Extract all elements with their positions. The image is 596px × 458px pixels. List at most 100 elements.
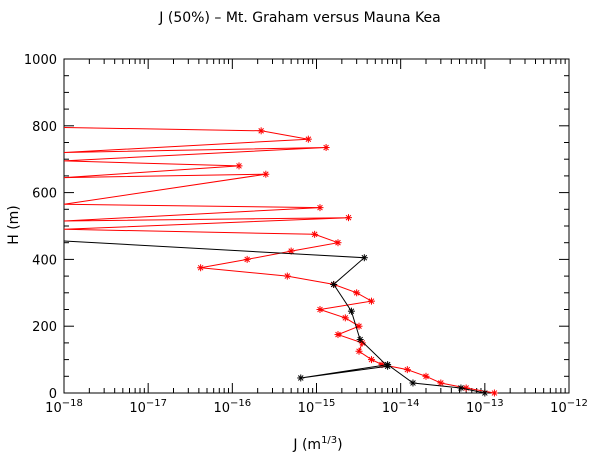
x-tick-label-exp: −18 xyxy=(62,398,83,409)
series-1-point xyxy=(367,297,375,305)
series-1-point xyxy=(341,314,349,322)
point-stroke xyxy=(236,163,242,169)
series-2-point xyxy=(356,336,364,344)
series-2-point xyxy=(481,389,489,397)
series-1-point xyxy=(197,264,205,272)
series-1-point xyxy=(304,135,312,143)
series-2-point xyxy=(347,307,355,315)
point-stroke xyxy=(335,239,341,246)
x-tick-label-base: 10 xyxy=(382,401,399,416)
x-tick-label: 10−18 xyxy=(45,398,83,416)
point-stroke xyxy=(359,340,366,346)
series-1-point xyxy=(334,239,342,247)
series-group xyxy=(63,127,498,397)
series-1-point xyxy=(322,144,330,152)
x-tick-label: 10−17 xyxy=(129,398,167,416)
y-axis-label: H (m) xyxy=(6,205,22,245)
point-stroke xyxy=(410,380,416,386)
point-stroke xyxy=(458,385,464,391)
point-stroke xyxy=(491,390,498,396)
x-tick-label-base: 10 xyxy=(298,401,315,416)
series-1-point xyxy=(490,389,498,397)
point-stroke xyxy=(244,256,250,263)
series-2-point xyxy=(330,280,338,288)
series-2-point xyxy=(360,254,368,262)
point-stroke xyxy=(438,380,444,386)
point-stroke xyxy=(330,281,337,288)
x-tick-label-exp: −14 xyxy=(398,398,419,409)
point-stroke xyxy=(197,264,204,271)
x-tick-label: 10−13 xyxy=(466,398,504,416)
point-stroke xyxy=(284,273,291,279)
series-1-point xyxy=(334,331,342,339)
series-1-line xyxy=(63,127,495,394)
series-2-point xyxy=(409,379,417,387)
series-2-point xyxy=(297,374,305,382)
point-stroke xyxy=(368,298,375,304)
x-axis-label-close: ) xyxy=(337,437,342,453)
x-tick-label-exp: −15 xyxy=(314,398,335,409)
x-tick-label: 10−15 xyxy=(298,398,336,416)
point-stroke xyxy=(317,204,323,211)
chart-title: J (50%) – Mt. Graham versus Mauna Kea xyxy=(158,10,440,26)
point-stroke xyxy=(423,373,429,380)
point-stroke xyxy=(356,323,362,330)
x-axis-label-main: J (m xyxy=(292,437,321,453)
series-1-point xyxy=(311,230,319,238)
point-stroke xyxy=(357,336,363,343)
point-stroke xyxy=(258,128,264,134)
point-stroke xyxy=(263,171,269,178)
series-1-point xyxy=(283,272,291,280)
series-1-point xyxy=(235,162,243,170)
x-axis-label: J (m1/3) xyxy=(292,435,342,453)
y-tick-label: 800 xyxy=(32,120,57,135)
series-1-point xyxy=(355,322,363,330)
point-stroke xyxy=(356,348,362,355)
point-stroke xyxy=(345,214,352,221)
tick-group: 10−18 10−17 10−16 10−15 10−14 10−13 10−1202004… xyxy=(24,53,588,416)
x-tick-label-base: 10 xyxy=(129,401,146,416)
x-tick-label: 10−12 xyxy=(550,398,588,416)
point-stroke xyxy=(288,248,294,254)
y-tick-label: 0 xyxy=(49,387,57,402)
series-1-point xyxy=(262,170,270,178)
x-tick-label-base: 10 xyxy=(214,401,231,416)
y-tick-label: 1000 xyxy=(24,53,57,68)
point-stroke xyxy=(482,390,488,396)
x-tick-label: 10−14 xyxy=(382,398,420,416)
series-1-point xyxy=(316,306,324,313)
x-tick-label: 10−16 xyxy=(214,398,252,416)
series-1-point xyxy=(316,204,324,212)
y-tick-label: 200 xyxy=(32,320,57,335)
series-1-point xyxy=(243,255,251,263)
point-stroke xyxy=(463,385,469,391)
point-stroke xyxy=(311,231,318,238)
series-1-point xyxy=(367,356,375,364)
x-tick-label-exp: −16 xyxy=(230,398,251,409)
series-2-line xyxy=(63,240,485,394)
x-tick-label-exp: −17 xyxy=(146,398,167,409)
x-tick-label-base: 10 xyxy=(466,401,483,416)
series-1-point xyxy=(437,379,445,387)
series-1-point xyxy=(353,289,361,297)
x-tick-label-exp: −12 xyxy=(567,398,588,409)
point-stroke xyxy=(361,254,368,261)
x-tick-label-base: 10 xyxy=(45,401,62,416)
x-tick-label-exp: −13 xyxy=(483,398,504,409)
point-stroke xyxy=(342,315,349,321)
point-stroke xyxy=(353,289,360,296)
series-1-point xyxy=(257,127,265,135)
series-1-point xyxy=(355,347,363,355)
x-axis-label-exp: 1/3 xyxy=(321,435,337,446)
series-1-point xyxy=(345,214,353,222)
point-stroke xyxy=(335,331,341,338)
point-stroke xyxy=(317,306,323,313)
series-1-point xyxy=(422,372,430,380)
series-2-point xyxy=(457,384,465,392)
y-tick-label: 600 xyxy=(32,187,57,202)
series-2-point xyxy=(384,362,392,370)
point-stroke xyxy=(297,375,304,381)
y-tick-label: 400 xyxy=(32,253,57,268)
point-stroke xyxy=(404,366,411,373)
